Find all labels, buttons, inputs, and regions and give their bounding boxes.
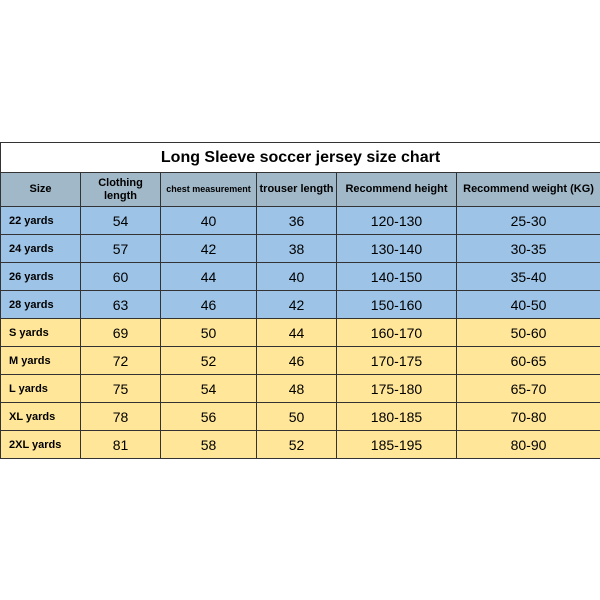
cell-rweight: 60-65: [457, 347, 600, 375]
cell-rweight: 40-50: [457, 291, 600, 319]
cell-rheight: 140-150: [337, 263, 457, 291]
cell-chest: 56: [161, 403, 257, 431]
cell-trouser: 42: [257, 291, 337, 319]
cell-chest: 40: [161, 207, 257, 235]
col-header-chest: chest measurement: [161, 173, 257, 207]
cell-cloth: 54: [81, 207, 161, 235]
cell-cloth: 69: [81, 319, 161, 347]
table-row: 28 yards 63 46 42 150-160 40-50: [1, 291, 600, 319]
header-row: Size Clothing length chest measurement t…: [1, 173, 600, 207]
cell-rheight: 150-160: [337, 291, 457, 319]
cell-size: S yards: [1, 319, 81, 347]
cell-cloth: 81: [81, 431, 161, 459]
cell-rweight: 35-40: [457, 263, 600, 291]
cell-size: M yards: [1, 347, 81, 375]
cell-trouser: 36: [257, 207, 337, 235]
cell-trouser: 44: [257, 319, 337, 347]
cell-cloth: 63: [81, 291, 161, 319]
cell-chest: 44: [161, 263, 257, 291]
cell-cloth: 78: [81, 403, 161, 431]
cell-rweight: 65-70: [457, 375, 600, 403]
cell-size: XL yards: [1, 403, 81, 431]
cell-trouser: 48: [257, 375, 337, 403]
cell-rheight: 175-180: [337, 375, 457, 403]
table-row: M yards 72 52 46 170-175 60-65: [1, 347, 600, 375]
cell-size: L yards: [1, 375, 81, 403]
size-chart-container: Long Sleeve soccer jersey size chart Siz…: [0, 142, 600, 459]
cell-size: 28 yards: [1, 291, 81, 319]
table-row: XL yards 78 56 50 180-185 70-80: [1, 403, 600, 431]
cell-rweight: 25-30: [457, 207, 600, 235]
cell-size: 26 yards: [1, 263, 81, 291]
table-row: 26 yards 60 44 40 140-150 35-40: [1, 263, 600, 291]
size-chart-table: Long Sleeve soccer jersey size chart Siz…: [0, 142, 600, 459]
cell-rweight: 30-35: [457, 235, 600, 263]
table-body: Long Sleeve soccer jersey size chart Siz…: [1, 143, 600, 459]
cell-size: 22 yards: [1, 207, 81, 235]
chart-title: Long Sleeve soccer jersey size chart: [1, 143, 600, 173]
cell-chest: 50: [161, 319, 257, 347]
cell-chest: 46: [161, 291, 257, 319]
col-header-size: Size: [1, 173, 81, 207]
cell-trouser: 40: [257, 263, 337, 291]
cell-cloth: 57: [81, 235, 161, 263]
cell-cloth: 75: [81, 375, 161, 403]
table-row: 22 yards 54 40 36 120-130 25-30: [1, 207, 600, 235]
cell-rweight: 70-80: [457, 403, 600, 431]
cell-size: 24 yards: [1, 235, 81, 263]
cell-trouser: 46: [257, 347, 337, 375]
table-row: 24 yards 57 42 38 130-140 30-35: [1, 235, 600, 263]
cell-rheight: 185-195: [337, 431, 457, 459]
cell-chest: 54: [161, 375, 257, 403]
cell-rheight: 120-130: [337, 207, 457, 235]
cell-rheight: 160-170: [337, 319, 457, 347]
cell-rweight: 50-60: [457, 319, 600, 347]
cell-rheight: 180-185: [337, 403, 457, 431]
page: Long Sleeve soccer jersey size chart Siz…: [0, 0, 600, 600]
cell-trouser: 38: [257, 235, 337, 263]
col-header-cloth: Clothing length: [81, 173, 161, 207]
cell-cloth: 60: [81, 263, 161, 291]
table-row: L yards 75 54 48 175-180 65-70: [1, 375, 600, 403]
col-header-rheight: Recommend height: [337, 173, 457, 207]
title-row: Long Sleeve soccer jersey size chart: [1, 143, 600, 173]
cell-chest: 42: [161, 235, 257, 263]
cell-size: 2XL yards: [1, 431, 81, 459]
col-header-trouser: trouser length: [257, 173, 337, 207]
cell-chest: 58: [161, 431, 257, 459]
cell-trouser: 52: [257, 431, 337, 459]
cell-cloth: 72: [81, 347, 161, 375]
cell-chest: 52: [161, 347, 257, 375]
cell-rheight: 170-175: [337, 347, 457, 375]
table-row: 2XL yards 81 58 52 185-195 80-90: [1, 431, 600, 459]
table-row: S yards 69 50 44 160-170 50-60: [1, 319, 600, 347]
cell-rweight: 80-90: [457, 431, 600, 459]
col-header-rweight: Recommend weight (KG): [457, 173, 600, 207]
cell-trouser: 50: [257, 403, 337, 431]
cell-rheight: 130-140: [337, 235, 457, 263]
